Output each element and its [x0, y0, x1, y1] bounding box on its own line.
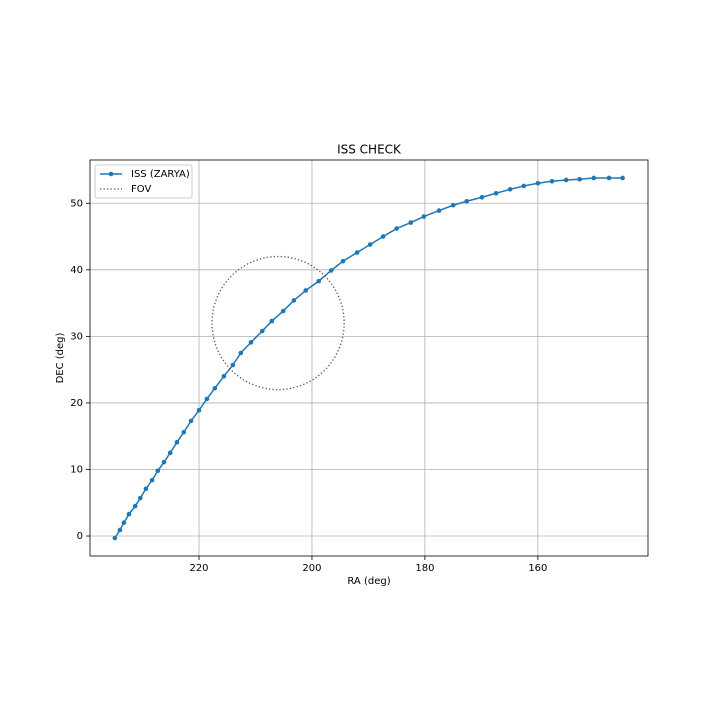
data-point	[620, 175, 625, 181]
data-point	[535, 180, 541, 186]
data-point	[606, 175, 612, 181]
data-point	[121, 520, 127, 526]
data-point	[493, 190, 499, 196]
data-point	[117, 527, 123, 533]
data-point	[181, 429, 187, 435]
data-point	[155, 468, 161, 474]
x-axis-label: RA (deg)	[347, 576, 390, 587]
y-tick-label: 10	[70, 464, 83, 475]
data-point	[507, 186, 513, 192]
data-point	[167, 450, 173, 456]
data-point	[196, 407, 202, 413]
data-point	[280, 308, 286, 314]
x-tick-label: 180	[415, 563, 434, 574]
data-point	[479, 194, 485, 200]
legend: ISS (ZARYA) FOV	[94, 164, 193, 199]
data-point	[248, 340, 254, 345]
y-tick-label: 50	[70, 198, 83, 209]
data-point	[238, 350, 244, 356]
data-point	[137, 495, 143, 501]
data-point	[126, 511, 132, 517]
legend-label: ISS (ZARYA)	[131, 169, 190, 180]
data-point	[230, 362, 236, 368]
data-point	[316, 278, 322, 284]
data-point	[143, 486, 149, 492]
legend-marker	[108, 171, 114, 177]
y-axis-label: DEC (deg)	[55, 332, 66, 383]
chart-title: ISS CHECK	[337, 143, 402, 157]
data-point	[577, 177, 582, 182]
x-tick-label: 220	[189, 563, 208, 574]
data-point	[464, 198, 470, 204]
data-point	[212, 385, 218, 391]
data-point	[221, 374, 227, 379]
data-point	[303, 288, 309, 293]
data-point	[132, 503, 138, 509]
y-tick-label: 20	[70, 398, 83, 409]
data-point	[204, 396, 210, 402]
plot-frame	[89, 159, 649, 557]
data-point	[591, 175, 597, 181]
data-point	[563, 177, 569, 183]
data-point	[149, 477, 155, 483]
data-point	[436, 208, 442, 213]
data-point	[269, 318, 275, 324]
data-point	[259, 328, 265, 334]
data-point	[354, 250, 360, 255]
data-point	[112, 535, 118, 541]
y-tick-label: 30	[70, 331, 83, 342]
data-point	[421, 214, 427, 219]
data-point	[188, 418, 194, 424]
data-point	[291, 298, 297, 303]
data-point	[394, 226, 399, 231]
x-tick-label: 200	[302, 563, 321, 574]
y-tick-label: 40	[70, 265, 83, 276]
data-point	[161, 459, 167, 465]
data-point	[174, 439, 180, 445]
legend-label: FOV	[131, 184, 151, 195]
data-point	[340, 258, 346, 264]
data-point	[367, 242, 373, 247]
x-tick-label: 160	[528, 563, 547, 574]
y-tick-label: 0	[77, 531, 83, 542]
data-point	[328, 268, 334, 273]
data-point	[549, 178, 555, 184]
fov-circle	[211, 255, 345, 391]
data-point	[450, 202, 456, 208]
data-point	[521, 183, 527, 189]
data-point	[408, 220, 414, 225]
data-point	[380, 234, 386, 239]
